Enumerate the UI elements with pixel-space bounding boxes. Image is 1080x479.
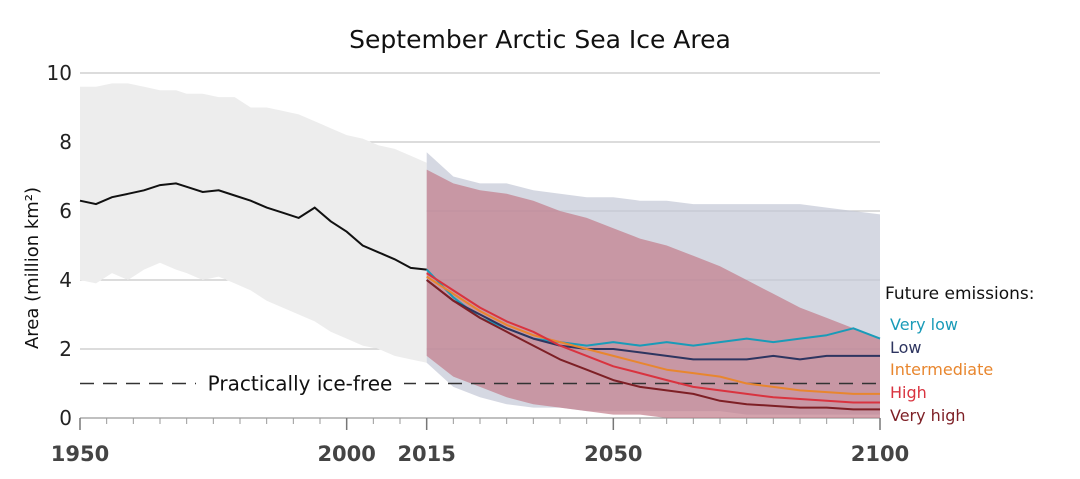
legend-item-very-high: Very high (890, 406, 966, 425)
ice-free-label-background (196, 370, 404, 397)
x-tick-label: 1950 (51, 442, 109, 466)
legend-item-high: High (890, 383, 927, 402)
legend-title: Future emissions: (885, 284, 1034, 304)
x-tick-label: 2050 (584, 442, 642, 466)
series-line-intermediate (426, 275, 880, 395)
legend-item-very-low: Very low (890, 315, 958, 334)
ice-free-label: Practically ice-free (208, 372, 393, 396)
x-tick-label: 2015 (397, 442, 455, 466)
historical-line (79, 182, 427, 271)
y-axis-label: Area (million km²) (22, 187, 43, 349)
uncertainty-bands (80, 83, 880, 418)
series-line-very-high (426, 279, 880, 411)
legend-items: Very low Low Intermediate High Very high (890, 315, 993, 425)
historical-range-band (80, 83, 427, 363)
legend: Future emissions: Very low Low Intermediat… (885, 284, 1034, 425)
series-line-high (426, 272, 880, 404)
y-tick-label: 6 (59, 199, 72, 223)
y-tick-label: 0 (59, 406, 72, 430)
ice-free-annotation: Practically ice-free (80, 370, 880, 397)
chart-title: September Arctic Sea Ice Area (349, 25, 731, 54)
y-tick-label: 2 (59, 337, 72, 361)
legend-item-intermediate: Intermediate (890, 360, 993, 379)
legend-item-low: Low (890, 338, 922, 357)
y-tick-label: 8 (59, 130, 72, 154)
axes: 0 2 4 6 8 10 1950 2000 2015 2050 2100 (47, 61, 910, 466)
data-lines (79, 182, 881, 411)
x-tick-label: 2100 (851, 442, 909, 466)
y-tick-label: 10 (47, 61, 72, 85)
y-tick-label: 4 (59, 268, 72, 292)
x-tick-label: 2000 (317, 442, 375, 466)
series-line-low (426, 279, 880, 361)
